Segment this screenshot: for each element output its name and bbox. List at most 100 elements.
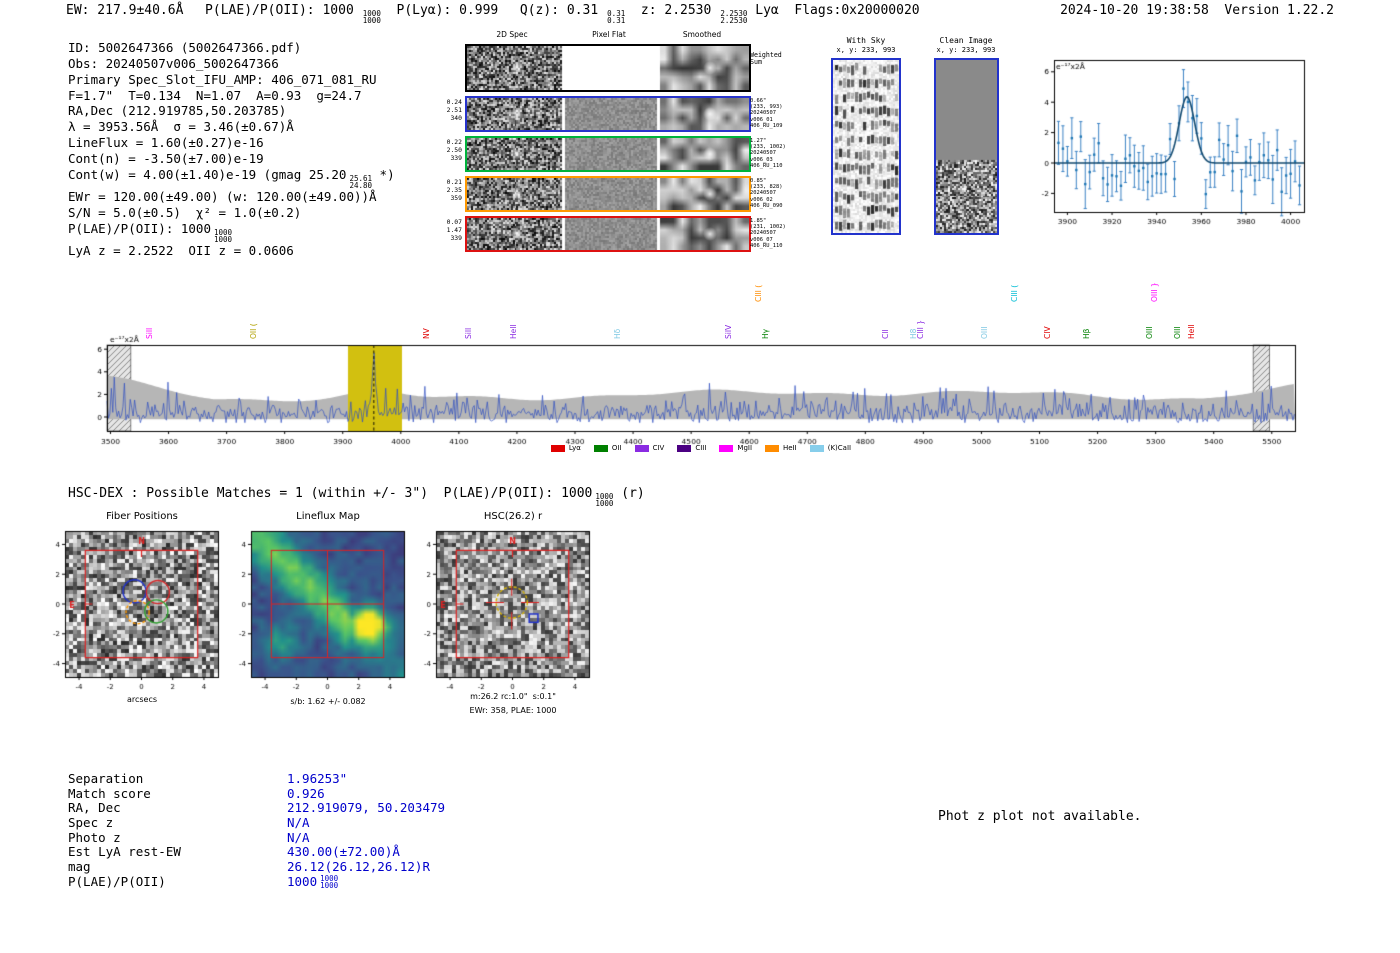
- hsc-caption-2: EWr: 358, PLAE: 1000: [469, 706, 557, 715]
- spectral-line-label: HeII: [1186, 324, 1196, 339]
- spectral-line-label: OIII: [1145, 326, 1155, 339]
- hsc-caption-1: m:26.2 rc:1.0" s:0.1": [470, 692, 556, 701]
- match-table-value: 1000: [287, 873, 318, 889]
- legend-label: OII: [611, 444, 622, 452]
- stacked-range: 1000 1000: [320, 873, 339, 890]
- match-table-label: mag: [68, 858, 91, 874]
- spec2d-row-image: [465, 176, 751, 212]
- lineflux-map-title: Lineflux Map: [296, 511, 360, 522]
- detection-info-block: ID: 5002647366 (5002647366.pdf) Obs: 2024…: [68, 40, 395, 259]
- legend-label: CIV: [652, 444, 665, 452]
- spectral-line-label: Hγ: [761, 328, 771, 339]
- spectral-line-label: CIV: [1042, 326, 1052, 339]
- match-info-table: Separation 1.96253" Match score 0.926 RA, De…: [68, 771, 445, 890]
- fiber-row-annotation: 1.27" (233, 1002) 20240507 v006_03 406_RU_11…: [750, 138, 786, 169]
- spectral-line-label: CIII (: [754, 284, 764, 302]
- spec2d-row-image: [465, 216, 751, 252]
- match-table-row: Spec z N/A: [68, 814, 445, 831]
- match-table-row: RA, Dec 212.919079, 50.203479: [68, 801, 445, 816]
- info-line: λ = 3953.56Å σ = 3.46(±0.67)Å: [68, 119, 294, 135]
- summary-segment: Lyα Flags:0x20000020: [747, 3, 920, 18]
- fiber-row-annotation: 1.85" (231, 1002) 20240507 v006_07 406_RU_11…: [750, 218, 786, 249]
- timestamp-version: 2024-10-20 19:38:58 Version 1.22.2: [1060, 3, 1334, 18]
- spectral-line-label: Hδ: [613, 328, 623, 339]
- legend-swatch: [593, 444, 608, 452]
- legend-swatch: [719, 444, 734, 452]
- spectral-line-label: HeII: [509, 324, 519, 339]
- stacked-range: 2.2530 2.2530: [720, 9, 748, 26]
- spec2d-row-canvas: [467, 98, 749, 130]
- spectral-line-label: SiII: [464, 327, 473, 339]
- match-table-label: RA, Dec: [68, 800, 121, 816]
- spectral-line-label: CIII (: [1009, 284, 1019, 302]
- legend-label: MgII: [737, 444, 753, 452]
- fiber-row-stats: 0.21 2.35 359: [446, 178, 462, 202]
- summary-segment: Q(z): 0.31: [512, 3, 599, 18]
- info-line: P(LAE)/P(OII): 1000 1000 1000: [68, 220, 233, 245]
- stacked-range: 25.61 24.80: [349, 173, 373, 190]
- stacked-range: 1000 1000: [595, 492, 614, 509]
- match-table-value: 0.926: [287, 785, 325, 801]
- spectral-line-label: OIII: [980, 326, 990, 339]
- spectral-line-label: CII: [880, 329, 890, 339]
- legend-item: CIII: [677, 444, 706, 452]
- summary-segment: P(LAE)/P(OII): 1000: [197, 3, 354, 18]
- spectrum-legend: Lyα OII CIV CIII MgII HeII (K)CaII: [107, 444, 1295, 452]
- summary-segment: EW: 217.9±40.6Å: [66, 3, 192, 18]
- photz-note: Phot z plot not available.: [938, 809, 1142, 824]
- spectral-line-label: OIII }: [1150, 282, 1160, 302]
- spec2d-column-header: 2D Spec: [496, 30, 528, 39]
- match-table-value: 1.96253": [287, 771, 348, 786]
- match-table-label: Match score: [68, 785, 151, 801]
- summary-segment: P(Lyα): 0.999: [380, 3, 507, 18]
- fiber-row-annotation: 0.85" (233, 828) 20240507 v006_02 406_RU_090: [750, 178, 783, 209]
- spec2d-row-image: [465, 44, 751, 92]
- info-line: Cont(w) = 4.00(±1.40)e-19 (gmag 25.20 25.…: [68, 166, 395, 190]
- legend-swatch: [634, 444, 649, 452]
- lineflux-map-panel: [223, 526, 413, 696]
- info-line: EWr = 120.00(±49.00) (w: 120.00(±49.00))…: [68, 189, 377, 205]
- stacked-range: 0.31 0.31: [607, 9, 626, 26]
- spec2d-row-canvas: [467, 218, 749, 250]
- info-line: F=1.7" T=0.134 N=1.07 A=0.93 g=24.7: [68, 87, 362, 103]
- clean-image: [934, 58, 999, 235]
- summary-segment: z: 2.2530: [625, 3, 712, 18]
- match-table-label: Photo z: [68, 829, 121, 845]
- clean-image-canvas: [936, 60, 997, 233]
- info-line: Obs: 20240507v006_5002647366: [68, 55, 279, 71]
- clean-image-title: Clean Image: [939, 36, 993, 45]
- info-line: Cont(n) = -3.50(±7.00)e-19: [68, 150, 264, 166]
- fiber-row-stats: 0.24 2.51 340: [446, 98, 462, 122]
- fiber-positions-title: Fiber Positions: [106, 511, 178, 522]
- legend-item: HeII: [765, 444, 797, 452]
- with-sky-canvas: [833, 60, 899, 233]
- spec2d-row-canvas: [467, 138, 749, 170]
- spectral-line-label: OII (: [249, 323, 259, 339]
- match-table-row: Est LyA rest-EW 430.00(±72.00)Å: [68, 845, 445, 860]
- with-sky-image: [831, 58, 901, 235]
- spec2d-column-header: Pixel Flat: [592, 30, 626, 39]
- match-table-row: Separation 1.96253": [68, 771, 445, 787]
- spectral-line-label: OIII: [1172, 326, 1182, 339]
- legend-swatch: [765, 444, 780, 452]
- hsc-cutout-title: HSC(26.2) r: [483, 511, 543, 522]
- legend-swatch: [677, 444, 692, 452]
- info-line: S/N = 5.0(±0.5) χ² = 1.0(±0.2): [68, 205, 302, 220]
- match-table-label: Spec z: [68, 814, 114, 830]
- spec2d-row-image: [465, 96, 751, 132]
- info-line: ID: 5002647366 (5002647366.pdf): [68, 40, 302, 55]
- info-line: LineFlux = 1.60(±0.27)e-16: [68, 135, 264, 151]
- zoom-spectrum-plot: [1020, 48, 1320, 238]
- spec2d-row-image: [465, 136, 751, 172]
- fiber-row-stats: 0.07 1.47 339: [446, 218, 462, 242]
- spectral-line-label: SiIV: [724, 324, 734, 339]
- with-sky-title: With Sky: [846, 36, 886, 45]
- info-line: Primary Spec_Slot_IFU_AMP: 406_071_081_R…: [68, 71, 377, 87]
- info-line: LyA z = 2.2522 OII z = 0.0606: [68, 243, 294, 259]
- legend-label: Lyα: [568, 444, 581, 452]
- legend-swatch: [550, 444, 565, 452]
- legend-item: (K)CaII: [809, 444, 851, 452]
- match-table-value: 430.00(±72.00)Å: [287, 844, 400, 860]
- match-table-row: P(LAE)/P(OII) 1000 1000 1000: [68, 873, 445, 890]
